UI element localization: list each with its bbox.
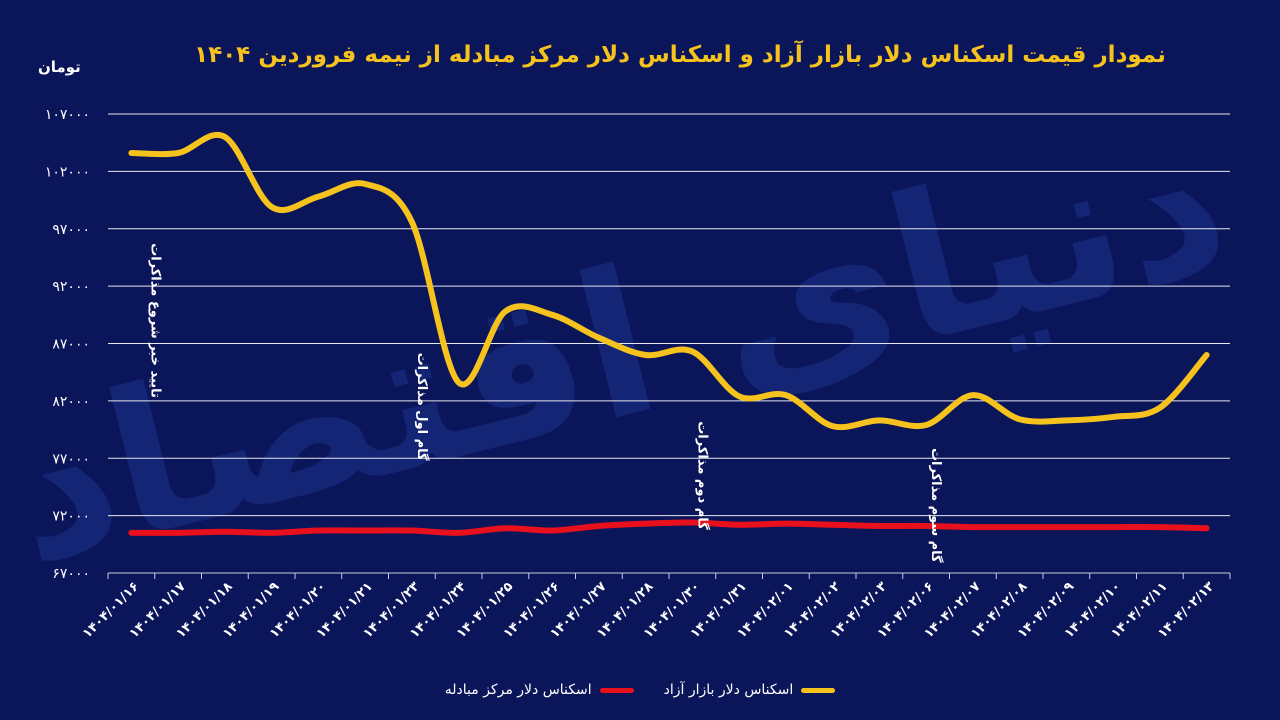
legend-swatch-exchange-center bbox=[599, 687, 634, 693]
legend-label-exchange-center: اسکناس دلار مرکز مبادله bbox=[444, 682, 592, 698]
legend-swatch-free-market bbox=[801, 687, 836, 693]
y-tick-label: ۸۷۰۰۰ bbox=[52, 337, 90, 353]
y-tick-label: ۶۷۰۰۰ bbox=[52, 566, 90, 582]
x-axis: ۱۴۰۴/۰۱/۱۶۱۴۰۴/۰۱/۱۷۱۴۰۴/۰۱/۱۸۱۴۰۴/۰۱/۱۹… bbox=[80, 573, 1231, 641]
y-axis-unit-label: تومان bbox=[38, 58, 81, 76]
legend-item-exchange-center[interactable]: اسکناس دلار مرکز مبادله bbox=[445, 682, 634, 698]
legend-item-free-market[interactable]: اسکناس دلار بازار آزاد bbox=[664, 682, 836, 698]
y-tick-label: ۷۲۰۰۰ bbox=[52, 509, 90, 525]
y-tick-label: ۷۷۰۰۰ bbox=[52, 451, 90, 467]
series-line-0 bbox=[128, 131, 1210, 431]
annotations: تایید خبر شروع مذاکرات گام اول مذاکرات گام… bbox=[147, 243, 944, 563]
chart-title: نمودار قیمت اسکناس دلار بازار آزاد و اسک… bbox=[194, 42, 1166, 68]
legend-label-free-market: اسکناس دلار بازار آزاد bbox=[663, 682, 794, 698]
y-tick-label: ۱۰۷۰۰۰ bbox=[45, 107, 90, 123]
annotation-label: گام دوم مذاکرات bbox=[694, 421, 710, 530]
annotation-label: تایید خبر شروع مذاکرات bbox=[147, 243, 162, 398]
y-tick-label: ۱۰۲۰۰۰ bbox=[45, 164, 90, 180]
y-tick-label: ۸۲۰۰۰ bbox=[52, 394, 90, 410]
y-tick-label: ۹۷۰۰۰ bbox=[52, 222, 90, 238]
series-line-1 bbox=[128, 519, 1210, 536]
annotation-label: گام اول مذاکرات bbox=[414, 353, 430, 461]
y-tick-label: ۹۲۰۰۰ bbox=[52, 279, 90, 295]
series-lines bbox=[128, 131, 1210, 536]
y-axis-ticks: ۶۷۰۰۰ ۷۲۰۰۰ ۷۷۰۰۰ ۸۲۰۰۰ ۸۷۰۰۰ ۹۲۰۰۰ ۹۷۰۰۰ ۱۰۲۰۰… bbox=[45, 107, 90, 582]
annotation-label: گام سوم مذاکرات bbox=[928, 448, 944, 563]
legend: اسکناس دلار بازار آزاد اسکناس دلار مرکز … bbox=[0, 682, 1280, 698]
